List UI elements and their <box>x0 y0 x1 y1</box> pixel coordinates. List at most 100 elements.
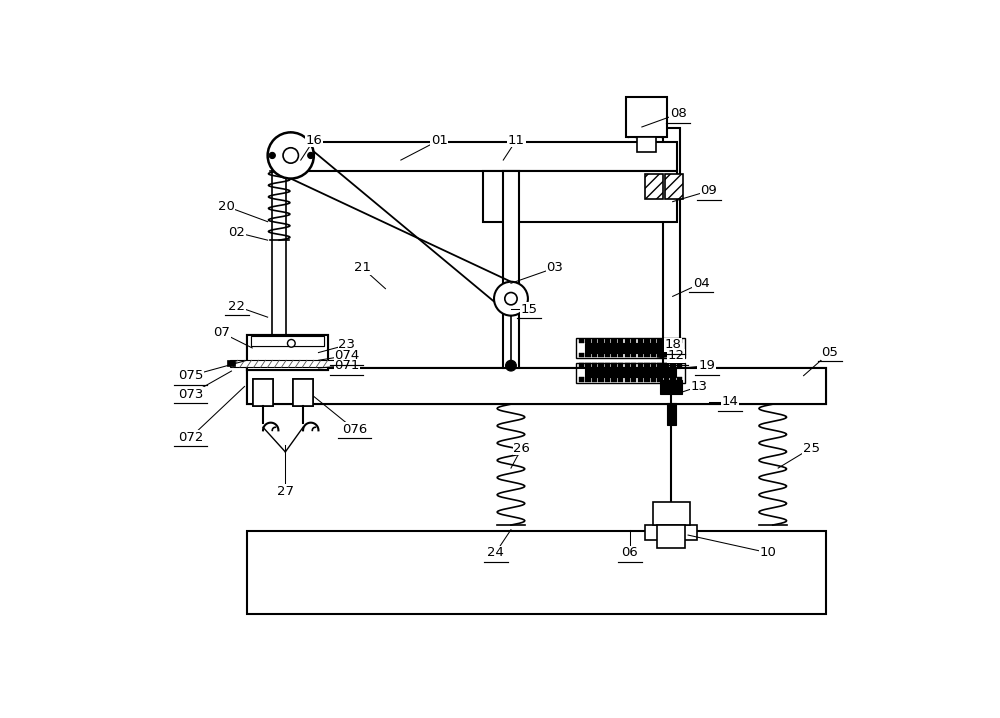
Bar <box>657 353 663 357</box>
Bar <box>626 97 666 137</box>
Bar <box>611 339 617 343</box>
Bar <box>677 363 682 368</box>
Bar <box>657 363 663 368</box>
Text: 11: 11 <box>508 134 525 146</box>
Bar <box>670 339 676 343</box>
Bar <box>625 363 630 368</box>
Bar <box>592 339 597 343</box>
Bar <box>251 337 324 346</box>
Bar <box>585 377 591 382</box>
Bar <box>592 353 597 357</box>
Circle shape <box>505 292 517 305</box>
Bar <box>618 377 623 382</box>
Bar <box>483 171 677 222</box>
Bar <box>605 377 610 382</box>
Text: 074: 074 <box>334 349 360 362</box>
Bar <box>644 363 650 368</box>
Bar <box>592 377 597 382</box>
Bar <box>666 404 676 425</box>
Text: 26: 26 <box>513 442 530 454</box>
Bar <box>618 353 623 357</box>
Bar <box>637 137 656 152</box>
Bar <box>503 171 519 368</box>
Bar <box>598 353 604 357</box>
Bar <box>576 363 685 383</box>
Bar <box>651 377 656 382</box>
Bar <box>677 377 682 382</box>
Text: 14: 14 <box>721 396 738 409</box>
Text: 05: 05 <box>821 346 838 359</box>
Bar <box>247 335 328 370</box>
Bar <box>579 363 584 368</box>
Text: 08: 08 <box>670 108 686 121</box>
Bar <box>585 339 591 343</box>
Bar <box>644 353 650 357</box>
Bar <box>585 343 676 353</box>
Bar <box>579 377 584 382</box>
Text: 12: 12 <box>667 349 684 362</box>
Text: 03: 03 <box>546 261 563 274</box>
Bar <box>230 360 338 367</box>
Bar <box>645 525 697 541</box>
Text: 21: 21 <box>354 261 371 274</box>
Text: 075: 075 <box>178 369 203 382</box>
Bar <box>227 360 235 366</box>
Bar <box>293 379 313 406</box>
Bar <box>631 353 636 357</box>
Bar <box>605 363 610 368</box>
Bar <box>651 363 656 368</box>
Bar <box>247 368 826 404</box>
Bar <box>664 377 669 382</box>
Bar <box>644 377 650 382</box>
Bar <box>644 339 650 343</box>
Bar <box>638 353 643 357</box>
Bar <box>670 377 676 382</box>
Bar <box>576 338 685 358</box>
Bar <box>677 353 682 357</box>
Text: 076: 076 <box>342 423 367 436</box>
Bar <box>598 377 604 382</box>
Bar <box>251 337 324 346</box>
Bar <box>579 339 584 343</box>
Text: 04: 04 <box>693 276 710 290</box>
Bar <box>293 379 313 406</box>
Bar <box>618 339 623 343</box>
Bar <box>598 363 604 368</box>
Text: 01: 01 <box>431 134 448 146</box>
Bar <box>592 363 597 368</box>
Bar <box>663 128 680 368</box>
Bar <box>670 353 676 357</box>
Text: 072: 072 <box>178 431 203 444</box>
Bar <box>285 141 677 171</box>
Text: 06: 06 <box>621 546 638 559</box>
Bar <box>638 339 643 343</box>
Text: 22: 22 <box>228 300 245 313</box>
Circle shape <box>494 281 528 316</box>
Bar <box>651 339 656 343</box>
Bar <box>625 377 630 382</box>
Bar <box>585 368 676 377</box>
Circle shape <box>506 360 516 371</box>
Text: 23: 23 <box>338 338 355 351</box>
Bar <box>631 363 636 368</box>
Text: 071: 071 <box>334 359 360 372</box>
Text: 02: 02 <box>228 226 245 239</box>
Bar <box>638 377 643 382</box>
Bar <box>272 171 286 368</box>
Text: 15: 15 <box>521 303 538 316</box>
Bar <box>585 363 591 368</box>
Text: 07: 07 <box>213 326 230 339</box>
Bar <box>664 353 669 357</box>
Bar <box>611 353 617 357</box>
Circle shape <box>268 132 314 179</box>
Text: 27: 27 <box>277 485 294 498</box>
Bar <box>611 377 617 382</box>
Bar <box>625 353 630 357</box>
Text: 25: 25 <box>803 442 820 454</box>
Circle shape <box>283 148 298 163</box>
Bar <box>598 339 604 343</box>
Bar <box>605 353 610 357</box>
Circle shape <box>269 152 275 159</box>
Text: 18: 18 <box>664 338 681 351</box>
Bar <box>657 339 663 343</box>
